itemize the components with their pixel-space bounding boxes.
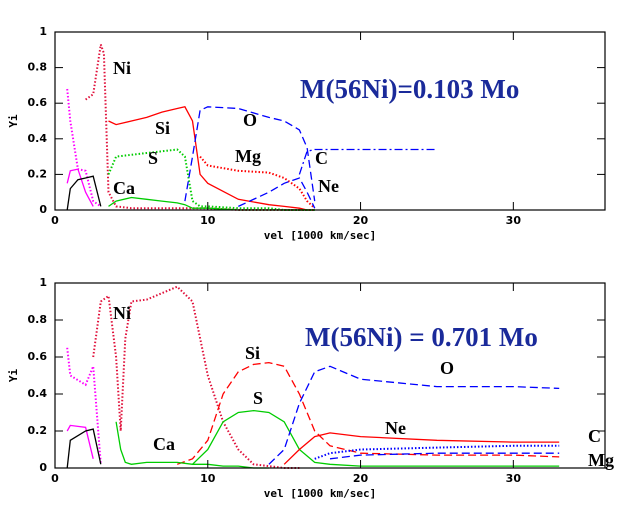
y-tick-label: 0.2 <box>28 167 48 180</box>
x-axis-label: vel [1000 km/sec] <box>264 487 377 500</box>
series-line <box>176 361 560 465</box>
series-line <box>66 88 102 208</box>
series-line <box>199 155 316 209</box>
y-tick-label: 1 <box>39 25 47 38</box>
species-label: Si <box>245 343 260 363</box>
y-tick-label: 0.2 <box>28 424 48 437</box>
series-line <box>66 424 94 459</box>
x-tick-label: 0 <box>51 214 59 227</box>
plot-frame <box>54 282 606 469</box>
series-line <box>329 452 560 460</box>
species-label: Ni <box>113 303 131 323</box>
y-tick-label: 0.6 <box>28 96 48 109</box>
series-line <box>298 148 437 175</box>
y-axis-label: Yi <box>7 114 20 128</box>
x-tick-label: 20 <box>353 214 369 227</box>
x-tick-label: 0 <box>51 472 59 485</box>
species-label: S <box>253 388 263 408</box>
series-line <box>66 347 102 465</box>
y-axis-label: Yi <box>7 369 20 383</box>
species-label: Ca <box>113 178 135 198</box>
species-label: O <box>243 110 257 130</box>
series-line <box>108 106 315 211</box>
series-line <box>66 175 102 211</box>
series-line <box>107 148 315 211</box>
species-label: S <box>148 148 158 168</box>
series-line <box>192 409 560 467</box>
y-tick-label: 0.4 <box>28 132 48 145</box>
series-line <box>184 106 316 202</box>
x-tick-label: 20 <box>353 472 369 485</box>
species-label: Mg <box>235 146 261 166</box>
x-tick-label: 30 <box>506 214 522 227</box>
y-tick-label: 0 <box>39 203 47 216</box>
series-line <box>66 428 102 469</box>
series-line <box>283 432 560 465</box>
y-tick-label: 0.6 <box>28 350 48 363</box>
series-line <box>268 365 560 465</box>
species-label: C <box>588 426 601 446</box>
x-tick-label: 10 <box>200 472 216 485</box>
series-line <box>115 421 269 469</box>
series-line <box>238 177 316 209</box>
species-label: Ni <box>113 58 131 78</box>
x-tick-label: 30 <box>506 472 522 485</box>
species-label: Ne <box>385 418 406 438</box>
series-line <box>66 168 94 207</box>
annotation: M(56Ni) = 0.701 Mo <box>305 322 538 352</box>
series-line <box>108 196 315 211</box>
series-line <box>314 444 560 460</box>
x-axis-label: vel [1000 km/sec] <box>264 229 377 242</box>
species-label: Si <box>155 118 170 138</box>
plot-frame <box>54 31 606 211</box>
y-tick-label: 0.8 <box>28 313 48 326</box>
y-tick-label: 0.8 <box>28 61 48 74</box>
y-tick-label: 0 <box>39 461 47 474</box>
y-tick-label: 0.4 <box>28 387 48 400</box>
x-tick-label: 10 <box>200 214 216 227</box>
species-label: Ne <box>318 176 339 196</box>
y-tick-label: 1 <box>39 276 47 289</box>
annotation: M(56Ni)=0.103 Mo <box>300 74 519 104</box>
species-label: Mg <box>588 450 614 470</box>
species-label: C <box>315 148 328 168</box>
species-label: O <box>440 358 454 378</box>
species-label: Ca <box>153 434 175 454</box>
